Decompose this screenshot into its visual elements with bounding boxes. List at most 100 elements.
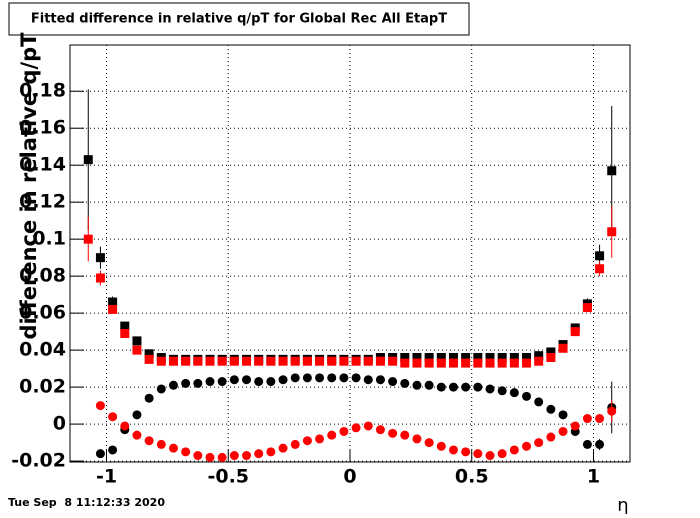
marker: [144, 354, 154, 364]
marker: [242, 356, 252, 366]
marker: [302, 356, 312, 366]
marker: [595, 264, 605, 274]
marker: [448, 358, 458, 368]
marker: [448, 445, 458, 455]
y-tick-label: 0.12: [19, 191, 66, 213]
marker: [144, 349, 154, 359]
marker: [595, 251, 605, 261]
marker: [181, 447, 191, 457]
marker: [534, 397, 544, 407]
marker: [595, 439, 605, 449]
marker: [205, 356, 215, 366]
marker: [448, 353, 458, 363]
marker: [509, 358, 519, 368]
marker: [217, 377, 227, 387]
marker: [473, 353, 483, 363]
y-tick-label: 0.04: [19, 339, 66, 361]
x-tick-label: -0.5: [207, 466, 249, 488]
marker: [546, 347, 556, 357]
marker: [168, 380, 178, 390]
marker: [315, 356, 325, 366]
marker: [254, 449, 264, 459]
y-tick-label: 0.1: [32, 228, 66, 250]
marker: [412, 434, 422, 444]
marker: [595, 414, 605, 424]
marker: [461, 447, 471, 457]
marker: [315, 434, 325, 444]
marker: [400, 358, 410, 368]
x-tick-label: 1: [587, 466, 600, 488]
marker: [254, 356, 264, 366]
marker: [448, 382, 458, 392]
marker: [156, 439, 166, 449]
marker: [168, 356, 178, 366]
marker: [266, 377, 276, 387]
marker: [522, 441, 532, 451]
marker: [388, 377, 398, 387]
marker: [582, 439, 592, 449]
marker: [229, 375, 239, 385]
marker: [485, 451, 495, 461]
marker: [412, 380, 422, 390]
marker: [144, 436, 154, 446]
marker: [229, 451, 239, 461]
marker: [388, 428, 398, 438]
marker: [485, 384, 495, 394]
marker: [509, 388, 519, 398]
marker: [351, 356, 361, 366]
marker: [168, 443, 178, 453]
marker: [461, 382, 471, 392]
y-tick-label: 0.08: [19, 265, 66, 287]
marker: [522, 358, 532, 368]
marker: [473, 358, 483, 368]
marker: [485, 353, 495, 363]
x-axis-label: η: [617, 495, 628, 514]
marker: [436, 441, 446, 451]
marker: [461, 353, 471, 363]
marker: [95, 273, 105, 283]
marker: [558, 426, 568, 436]
y-axis-label: difference in relative q/pT: [17, 32, 41, 340]
marker: [120, 421, 130, 431]
marker: [351, 373, 361, 383]
marker: [205, 452, 215, 462]
marker: [339, 373, 349, 383]
marker: [278, 443, 288, 453]
marker: [497, 353, 507, 363]
marker: [327, 373, 337, 383]
marker: [607, 166, 617, 176]
marker: [266, 356, 276, 366]
marker: [193, 378, 203, 388]
marker: [181, 356, 191, 366]
marker: [132, 336, 142, 346]
marker: [132, 430, 142, 440]
marker: [193, 356, 203, 366]
marker: [424, 353, 434, 363]
marker: [217, 452, 227, 462]
marker: [582, 303, 592, 313]
marker: [363, 375, 373, 385]
marker: [266, 447, 276, 457]
marker: [339, 426, 349, 436]
marker: [534, 351, 544, 361]
marker: [156, 384, 166, 394]
marker: [83, 155, 93, 165]
marker: [120, 328, 130, 338]
marker: [412, 353, 422, 363]
marker: [108, 304, 118, 314]
y-tick-label: 0.14: [19, 154, 66, 176]
chart-title: Fitted difference in relative q/pT for G…: [31, 12, 447, 27]
marker: [363, 356, 373, 366]
x-tick-label: 0: [343, 466, 356, 488]
marker: [570, 327, 580, 337]
marker: [363, 421, 373, 431]
marker: [497, 386, 507, 396]
marker: [607, 406, 617, 416]
marker: [546, 432, 556, 442]
y-tick-label: -0.02: [11, 450, 66, 472]
marker: [582, 414, 592, 424]
marker: [302, 373, 312, 383]
x-tick-label: 0.5: [455, 466, 489, 488]
marker: [290, 356, 300, 366]
